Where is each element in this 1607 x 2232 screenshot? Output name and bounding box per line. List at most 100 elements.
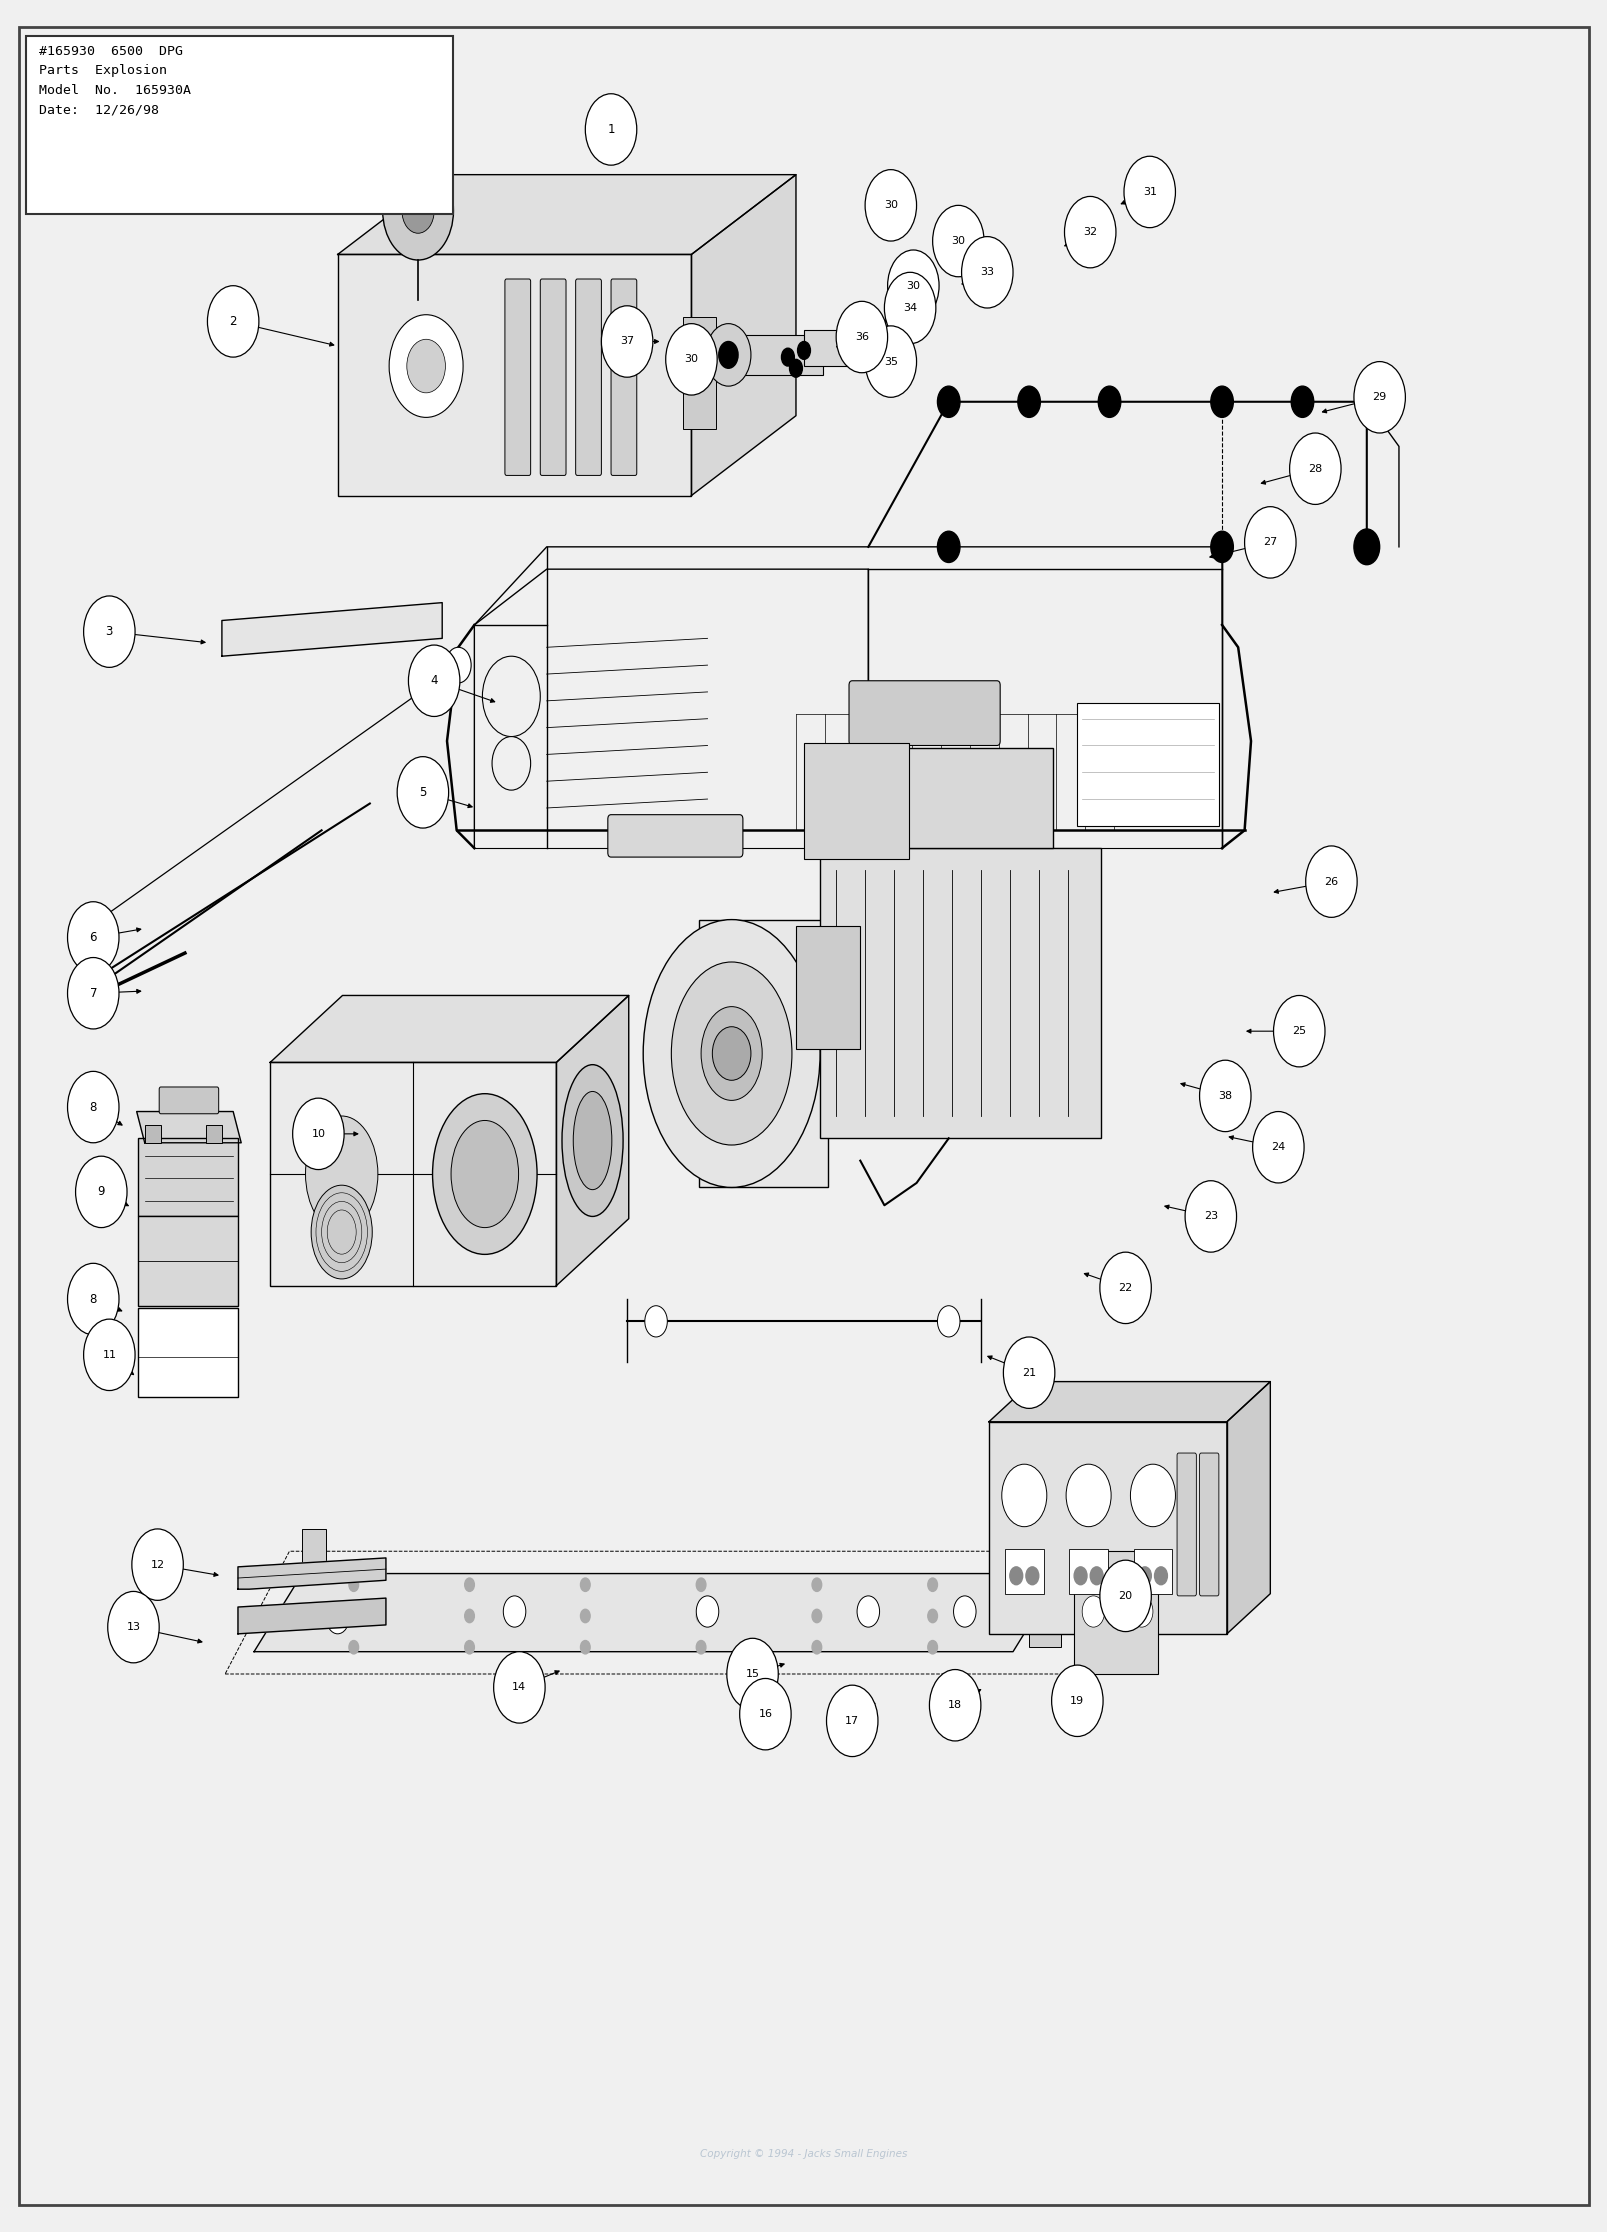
- Text: 30: 30: [906, 281, 919, 290]
- Circle shape: [76, 1156, 127, 1228]
- Text: 35: 35: [884, 357, 897, 366]
- Circle shape: [739, 1678, 791, 1750]
- FancyBboxPatch shape: [795, 926, 860, 1049]
- Text: 6: 6: [90, 931, 96, 944]
- Ellipse shape: [432, 1094, 537, 1254]
- Circle shape: [464, 1641, 474, 1654]
- Circle shape: [696, 1578, 705, 1591]
- Circle shape: [1017, 386, 1040, 417]
- Circle shape: [932, 205, 983, 277]
- Circle shape: [836, 301, 887, 373]
- Text: 5: 5: [419, 786, 426, 799]
- Circle shape: [601, 306, 652, 377]
- Polygon shape: [254, 1574, 1061, 1652]
- Circle shape: [326, 1603, 349, 1634]
- Circle shape: [781, 348, 794, 366]
- FancyBboxPatch shape: [683, 317, 715, 429]
- Text: #165930  6500  DPG
Parts  Explosion
Model  No.  165930A
Date:  12/26/98: #165930 6500 DPG Parts Explosion Model N…: [39, 45, 191, 116]
- Circle shape: [1051, 1665, 1102, 1736]
- Circle shape: [826, 1685, 877, 1757]
- Circle shape: [953, 1596, 975, 1627]
- FancyBboxPatch shape: [270, 1062, 556, 1286]
- Circle shape: [726, 1638, 778, 1710]
- Circle shape: [1130, 1464, 1175, 1527]
- Circle shape: [937, 1306, 959, 1337]
- Circle shape: [402, 190, 434, 232]
- Ellipse shape: [305, 1116, 378, 1232]
- Circle shape: [927, 1609, 937, 1623]
- Circle shape: [207, 286, 259, 357]
- Circle shape: [1252, 1112, 1303, 1183]
- Circle shape: [1009, 1567, 1022, 1585]
- Circle shape: [1099, 1560, 1151, 1632]
- Circle shape: [492, 737, 530, 790]
- Circle shape: [580, 1578, 590, 1591]
- Circle shape: [718, 341, 738, 368]
- Text: 30: 30: [884, 201, 897, 210]
- Circle shape: [580, 1609, 590, 1623]
- FancyBboxPatch shape: [848, 681, 1000, 745]
- Ellipse shape: [643, 920, 820, 1187]
- Circle shape: [927, 1578, 937, 1591]
- Ellipse shape: [701, 1007, 762, 1100]
- Circle shape: [292, 1098, 344, 1170]
- FancyBboxPatch shape: [1069, 1549, 1107, 1594]
- Text: 27: 27: [1263, 538, 1276, 547]
- Circle shape: [108, 1591, 159, 1663]
- Circle shape: [865, 170, 916, 241]
- Circle shape: [349, 1641, 358, 1654]
- Circle shape: [1353, 529, 1379, 565]
- Text: 14: 14: [513, 1683, 525, 1692]
- Circle shape: [1210, 386, 1233, 417]
- Text: 13: 13: [127, 1623, 140, 1632]
- Circle shape: [1130, 1596, 1152, 1627]
- FancyBboxPatch shape: [159, 1087, 219, 1114]
- Polygon shape: [270, 995, 628, 1062]
- FancyBboxPatch shape: [1028, 1580, 1061, 1647]
- Circle shape: [580, 1641, 590, 1654]
- Circle shape: [407, 339, 445, 393]
- Circle shape: [937, 531, 959, 562]
- Text: 37: 37: [620, 337, 633, 346]
- FancyBboxPatch shape: [844, 748, 1053, 848]
- Ellipse shape: [572, 1091, 611, 1190]
- FancyBboxPatch shape: [694, 335, 823, 375]
- Circle shape: [1199, 1060, 1250, 1132]
- Circle shape: [1290, 386, 1313, 417]
- Circle shape: [812, 1641, 821, 1654]
- Polygon shape: [691, 174, 795, 496]
- Circle shape: [585, 94, 636, 165]
- Circle shape: [445, 647, 471, 683]
- FancyBboxPatch shape: [988, 1422, 1226, 1634]
- Polygon shape: [238, 1598, 386, 1634]
- FancyBboxPatch shape: [138, 1308, 238, 1397]
- Text: 38: 38: [1218, 1091, 1231, 1100]
- Circle shape: [67, 1263, 119, 1335]
- Circle shape: [1025, 1567, 1038, 1585]
- Circle shape: [349, 1609, 358, 1623]
- Text: 25: 25: [1292, 1027, 1305, 1036]
- FancyBboxPatch shape: [820, 848, 1101, 1138]
- Circle shape: [1123, 156, 1175, 228]
- Text: 9: 9: [98, 1185, 104, 1199]
- Text: 20: 20: [1118, 1591, 1131, 1600]
- Circle shape: [503, 1596, 525, 1627]
- Text: 26: 26: [1324, 877, 1337, 886]
- Text: JACK'S: JACK'S: [681, 980, 733, 993]
- Ellipse shape: [310, 1185, 373, 1279]
- Text: 22: 22: [1118, 1283, 1131, 1292]
- Ellipse shape: [562, 1065, 624, 1216]
- Text: 28: 28: [1308, 464, 1321, 473]
- Text: 15: 15: [746, 1670, 759, 1678]
- Polygon shape: [337, 174, 795, 254]
- Ellipse shape: [672, 962, 791, 1145]
- FancyBboxPatch shape: [145, 1125, 161, 1143]
- Circle shape: [1184, 1181, 1236, 1252]
- FancyBboxPatch shape: [540, 279, 566, 475]
- Text: 31: 31: [1143, 187, 1155, 196]
- Text: 18: 18: [948, 1701, 961, 1710]
- Circle shape: [1138, 1567, 1151, 1585]
- Circle shape: [1099, 1252, 1151, 1324]
- FancyBboxPatch shape: [26, 36, 453, 214]
- Text: 8: 8: [90, 1292, 96, 1306]
